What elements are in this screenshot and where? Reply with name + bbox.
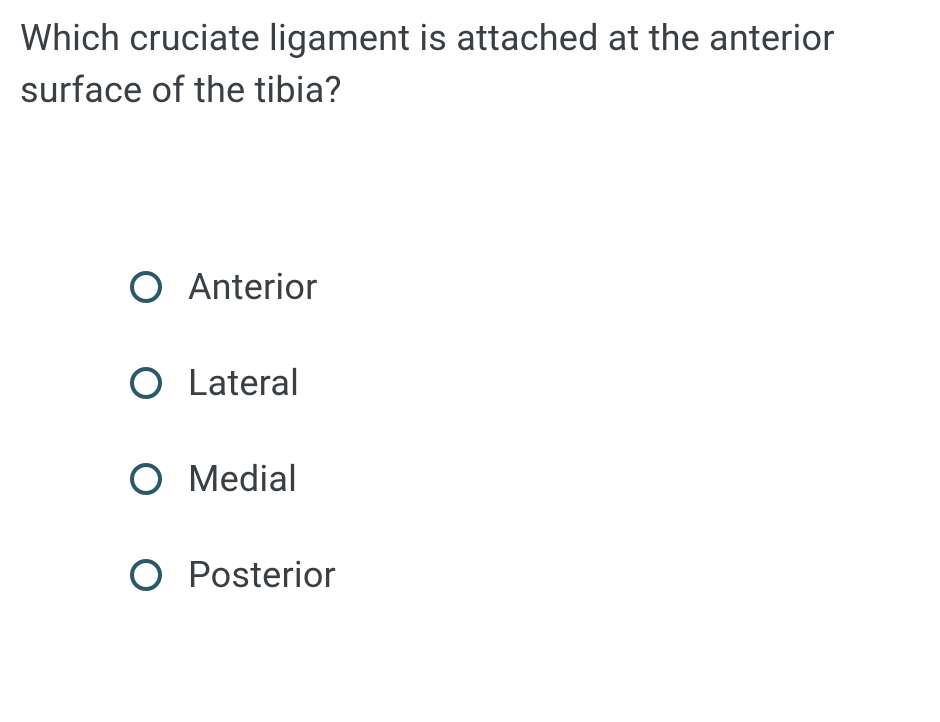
option-label: Anterior: [188, 266, 318, 308]
radio-icon[interactable]: [130, 271, 162, 303]
option-lateral[interactable]: Lateral: [130, 362, 920, 404]
options-block: Anterior Lateral Medial Posterior: [130, 266, 920, 596]
option-label: Lateral: [188, 362, 299, 404]
option-label: Posterior: [188, 554, 336, 596]
quiz-container: Which cruciate ligament is attached at t…: [0, 0, 940, 596]
radio-icon[interactable]: [130, 367, 162, 399]
option-anterior[interactable]: Anterior: [130, 266, 920, 308]
option-posterior[interactable]: Posterior: [130, 554, 920, 596]
option-medial[interactable]: Medial: [130, 458, 920, 500]
radio-icon[interactable]: [130, 463, 162, 495]
radio-icon[interactable]: [130, 559, 162, 591]
question-text: Which cruciate ligament is attached at t…: [20, 12, 920, 116]
option-label: Medial: [188, 458, 297, 500]
